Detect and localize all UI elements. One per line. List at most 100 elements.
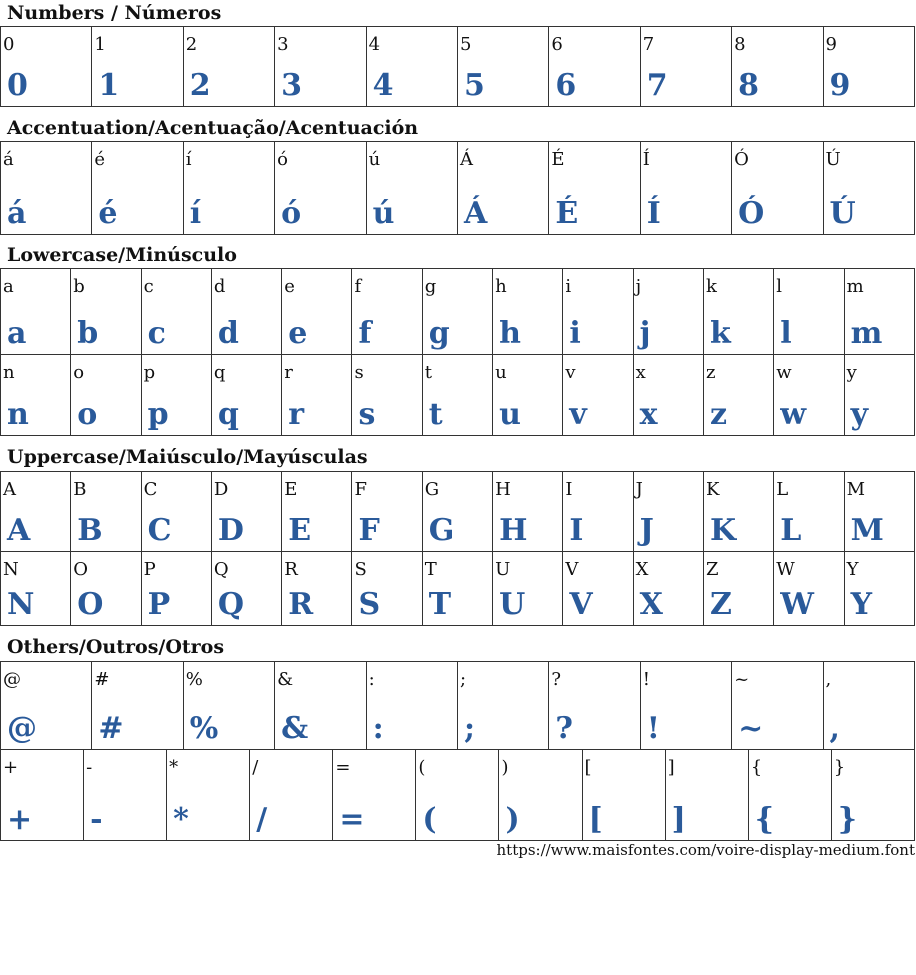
glyph-cell: ? ? bbox=[548, 661, 641, 750]
character-label: Z bbox=[705, 559, 719, 580]
character-label: í bbox=[185, 149, 192, 170]
glyph-cell: i i bbox=[562, 268, 634, 355]
glyph-row: á á é é í í ó ó ú ú Á Á É É Í Í Ó Ó Ú Ú bbox=[0, 141, 916, 235]
glyph-sample: ú bbox=[372, 196, 395, 231]
glyph-sample: s bbox=[358, 397, 376, 432]
character-label: c bbox=[143, 276, 154, 297]
glyph-cell: u u bbox=[492, 354, 564, 436]
glyph-cell: y y bbox=[843, 354, 916, 436]
glyph-sample: Y bbox=[850, 587, 872, 622]
glyph-sample: Ú bbox=[829, 196, 856, 231]
glyph-sample: i bbox=[569, 316, 581, 351]
character-label: : bbox=[368, 669, 375, 690]
glyph-table: A A B B C C D D E E F F G G H H I I J J bbox=[0, 471, 916, 626]
glyph-sample: ( bbox=[422, 802, 437, 837]
glyph-sample: h bbox=[499, 316, 521, 351]
glyph-sample: Í bbox=[646, 196, 661, 231]
character-label: ~ bbox=[734, 669, 750, 690]
glyph-cell: 2 2 bbox=[182, 26, 276, 107]
glyph-table: @ @ # # % % & & : : ; ; ? ? ! ! ~ ~ , , bbox=[0, 661, 916, 750]
glyph-sample: : bbox=[372, 711, 384, 746]
character-label: A bbox=[3, 479, 16, 500]
glyph-sample: K bbox=[709, 513, 737, 548]
glyph-cell: 1 1 bbox=[91, 26, 184, 107]
glyph-sample: 7 bbox=[646, 68, 668, 103]
character-label: 9 bbox=[825, 34, 837, 55]
glyph-cell: H H bbox=[492, 471, 564, 552]
glyph-cell: m m bbox=[843, 268, 916, 355]
character-label: d bbox=[213, 276, 226, 297]
glyph-sample: F bbox=[358, 513, 380, 548]
glyph-cell: n n bbox=[0, 354, 72, 436]
glyph-cell: o o bbox=[70, 354, 142, 436]
character-label: + bbox=[3, 757, 19, 778]
glyph-cell: ) ) bbox=[498, 749, 583, 841]
glyph-cell: B B bbox=[70, 471, 142, 552]
section-title: Numbers / Números bbox=[7, 2, 222, 24]
glyph-sample: c bbox=[147, 316, 166, 351]
character-label: Ó bbox=[734, 149, 749, 170]
glyph-cell: e e bbox=[281, 268, 353, 355]
glyph-sample: R bbox=[288, 587, 314, 622]
character-label: # bbox=[94, 669, 110, 690]
glyph-cell: F F bbox=[351, 471, 423, 552]
section-title: Lowercase/Minúsculo bbox=[7, 244, 237, 266]
glyph-cell: j j bbox=[632, 268, 704, 355]
source-url: https://www.maisfontes.com/voire-display… bbox=[496, 841, 916, 859]
glyph-row: N N O O P P Q Q R R S S T T U U V V X X bbox=[0, 551, 916, 626]
glyph-sample: g bbox=[428, 316, 450, 351]
glyph-sample: á bbox=[7, 196, 27, 231]
glyph-sample: í bbox=[189, 196, 202, 231]
character-label: P bbox=[143, 559, 156, 580]
glyph-sample: S bbox=[358, 587, 381, 622]
character-label: v bbox=[565, 362, 576, 383]
character-label: k bbox=[705, 276, 717, 297]
glyph-sample: k bbox=[709, 316, 731, 351]
glyph-cell: { { bbox=[747, 749, 832, 841]
glyph-cell: c c bbox=[140, 268, 212, 355]
glyph-row: 0 0 1 1 2 2 3 3 4 4 5 5 6 6 7 7 8 8 9 9 bbox=[0, 26, 916, 107]
character-label: x bbox=[635, 362, 646, 383]
character-label: X bbox=[635, 559, 649, 580]
glyph-cell: @ @ bbox=[0, 661, 93, 750]
character-label: 4 bbox=[368, 34, 381, 55]
glyph-cell: - - bbox=[83, 749, 168, 841]
character-label: y bbox=[846, 362, 857, 383]
glyph-cell: g g bbox=[421, 268, 494, 355]
glyph-sample: , bbox=[829, 711, 840, 746]
glyph-sample: t bbox=[428, 397, 443, 432]
glyph-sample: ó bbox=[281, 196, 302, 231]
character-label: s bbox=[354, 362, 364, 383]
glyph-sample: a bbox=[7, 316, 27, 351]
character-label: 1 bbox=[94, 34, 106, 55]
glyph-cell: S S bbox=[351, 551, 423, 626]
glyph-sample: 2 bbox=[189, 68, 211, 103]
glyph-table: + + - - * * / / = = ( ( ) ) [ [ ] ] { { bbox=[0, 749, 916, 841]
glyph-cell: p p bbox=[140, 354, 212, 436]
character-label: S bbox=[354, 559, 367, 580]
character-label: G bbox=[424, 479, 440, 500]
glyph-sample: n bbox=[7, 397, 29, 432]
glyph-row: + + - - * * / / = = ( ( ) ) [ [ ] ] { { bbox=[0, 749, 916, 841]
character-label: R bbox=[284, 559, 298, 580]
glyph-cell: 6 6 bbox=[548, 26, 641, 107]
glyph-cell: 9 9 bbox=[822, 26, 916, 107]
character-label: 0 bbox=[3, 34, 15, 55]
glyph-cell: l l bbox=[773, 268, 845, 355]
glyph-cell: ú ú bbox=[365, 141, 458, 235]
character-label: W bbox=[776, 559, 795, 580]
glyph-sample: } bbox=[837, 802, 858, 837]
glyph-sample: w bbox=[780, 397, 807, 432]
section-title: Accentuation/Acentuação/Acentuación bbox=[7, 117, 419, 139]
glyph-cell: N N bbox=[0, 551, 72, 626]
glyph-sample: I bbox=[569, 513, 584, 548]
glyph-cell: x x bbox=[632, 354, 704, 436]
glyph-cell: / / bbox=[249, 749, 334, 841]
character-label: K bbox=[705, 479, 720, 500]
glyph-cell: ] ] bbox=[664, 749, 749, 841]
glyph-cell: 5 5 bbox=[456, 26, 550, 107]
character-label: N bbox=[3, 559, 19, 580]
glyph-sample: N bbox=[7, 587, 35, 622]
glyph-sample: @ bbox=[7, 711, 37, 746]
glyph-cell: 0 0 bbox=[0, 26, 93, 107]
